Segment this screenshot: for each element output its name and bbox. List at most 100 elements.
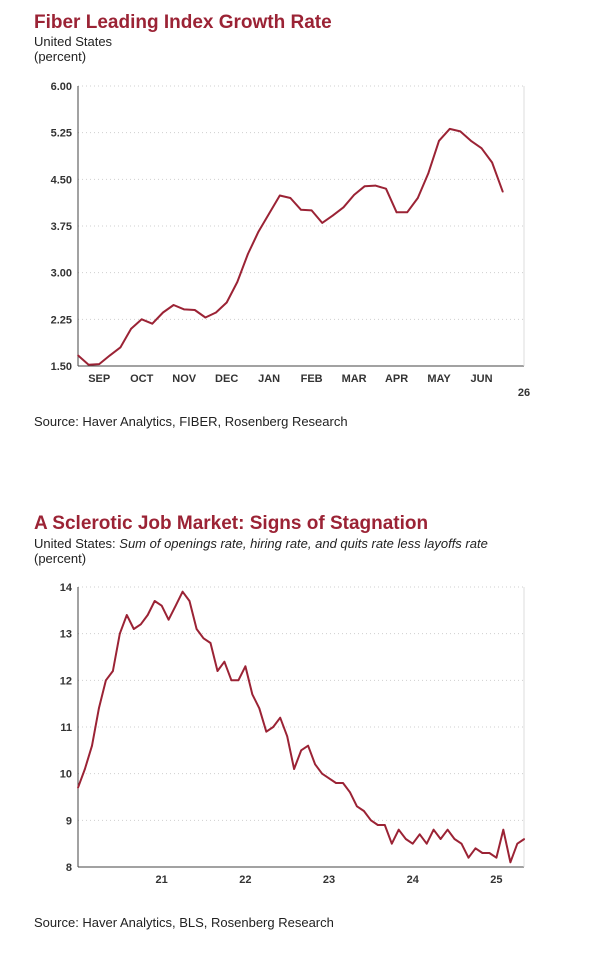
data-point: [98, 707, 100, 710]
data-point: [467, 856, 470, 859]
subtitle-description: Sum of openings rate, hiring rate, and q…: [119, 536, 488, 551]
data-point: [300, 209, 302, 211]
chart-source: Source: Haver Analytics, FIBER, Rosenber…: [34, 414, 348, 429]
chart-title: Fiber Leading Index Growth Rate: [34, 12, 332, 33]
data-point: [119, 346, 122, 349]
data-point: [87, 364, 90, 366]
data-point: [523, 838, 526, 840]
data-point: [377, 824, 379, 826]
y-tick-label: 2.25: [51, 314, 72, 326]
data-point: [427, 172, 430, 174]
data-point: [237, 679, 240, 682]
data-point: [77, 354, 79, 357]
data-point: [140, 318, 143, 321]
year-label: 26: [518, 387, 530, 399]
data-point: [314, 763, 316, 766]
data-point: [495, 856, 498, 859]
data-point: [181, 590, 184, 593]
data-point: [488, 852, 491, 854]
data-point: [502, 828, 505, 831]
data-point: [307, 744, 309, 747]
data-point: [91, 744, 93, 747]
y-tick-label: 9: [66, 815, 72, 827]
data-point: [146, 614, 149, 616]
y-tick-label: 13: [60, 629, 72, 641]
data-point: [321, 222, 324, 224]
y-tick-label: 3.00: [51, 268, 72, 280]
x-tick-label: JUN: [471, 373, 493, 385]
data-point: [279, 716, 282, 719]
chart-title: A Sclerotic Job Market: Signs of Stagnat…: [34, 513, 429, 534]
chart-subtitle-country: United States: [34, 34, 113, 49]
data-point: [370, 819, 372, 822]
data-point: [432, 828, 435, 831]
data-point: [328, 777, 330, 780]
x-tick-label: SEP: [88, 373, 110, 385]
data-point: [335, 782, 337, 784]
data-point: [268, 212, 270, 215]
data-point: [153, 600, 156, 602]
data-point: [130, 327, 132, 330]
x-tick-label: FEB: [301, 373, 323, 385]
data-point: [438, 140, 440, 142]
subtitle-prefix: United States:: [34, 536, 120, 551]
y-tick-label: 8: [66, 862, 72, 874]
data-point: [209, 642, 212, 644]
data-point: [188, 600, 191, 602]
data-point: [126, 614, 128, 616]
data-point: [411, 842, 414, 845]
data-point: [293, 768, 295, 770]
data-point: [425, 842, 428, 845]
data-point: [448, 128, 451, 130]
data-point: [491, 161, 493, 164]
y-tick-label: 14: [60, 582, 73, 594]
data-point: [300, 749, 303, 752]
x-tick-label: MAR: [342, 373, 367, 385]
y-tick-label: 3.75: [51, 221, 72, 233]
data-point: [397, 828, 400, 831]
data-point: [133, 628, 135, 630]
data-point: [406, 211, 409, 214]
data-point: [172, 304, 175, 306]
data-point: [258, 707, 261, 710]
data-point: [418, 833, 421, 836]
y-tick-label: 1.50: [51, 361, 72, 373]
x-tick-label: APR: [385, 373, 408, 385]
chart-source: Source: Haver Analytics, BLS, Rosenberg …: [34, 915, 334, 930]
data-point: [470, 140, 472, 142]
y-tick-label: 6.00: [51, 81, 72, 93]
data-point: [385, 187, 387, 190]
data-point: [174, 604, 177, 607]
data-point: [225, 301, 228, 304]
data-point: [183, 308, 185, 311]
data-point: [202, 637, 205, 640]
data-point: [194, 309, 196, 311]
data-point: [77, 786, 79, 789]
data-point: [502, 191, 504, 193]
data-point: [353, 194, 355, 196]
data-point: [151, 322, 154, 325]
data-point: [244, 665, 247, 668]
data-point: [405, 838, 407, 840]
chart-subtitle-unit: (percent): [34, 551, 87, 566]
data-point: [112, 670, 114, 672]
data-point: [321, 772, 323, 775]
data-point: [342, 782, 344, 784]
x-tick-label: 23: [323, 874, 335, 886]
data-point: [84, 768, 86, 770]
x-tick-label: NOV: [172, 373, 197, 385]
data-point: [230, 679, 233, 682]
data-point: [279, 194, 281, 197]
y-tick-label: 12: [60, 675, 72, 687]
data-point: [167, 618, 170, 621]
data-point: [417, 197, 419, 199]
data-point: [459, 130, 462, 133]
chart-subtitle: United States: Sum of openings rate, hir…: [34, 536, 488, 551]
data-point: [453, 838, 456, 840]
y-tick-label: 10: [60, 769, 72, 781]
y-tick-label: 4.50: [51, 174, 72, 186]
data-point: [374, 184, 377, 187]
data-point: [265, 730, 268, 733]
data-point: [162, 311, 164, 314]
x-tick-label: 24: [407, 874, 420, 886]
